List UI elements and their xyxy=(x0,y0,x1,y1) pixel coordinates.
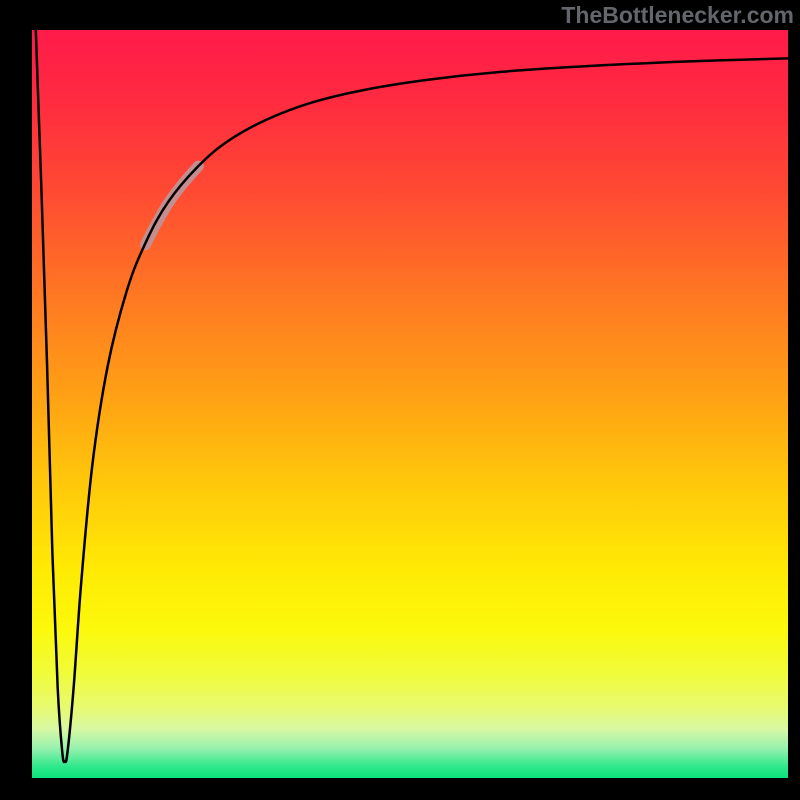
gradient-background xyxy=(32,30,788,778)
watermark-text: TheBottlenecker.com xyxy=(561,2,794,29)
chart-container: TheBottlenecker.com xyxy=(0,0,800,800)
plot-area xyxy=(32,30,788,778)
plot-svg xyxy=(32,30,788,778)
